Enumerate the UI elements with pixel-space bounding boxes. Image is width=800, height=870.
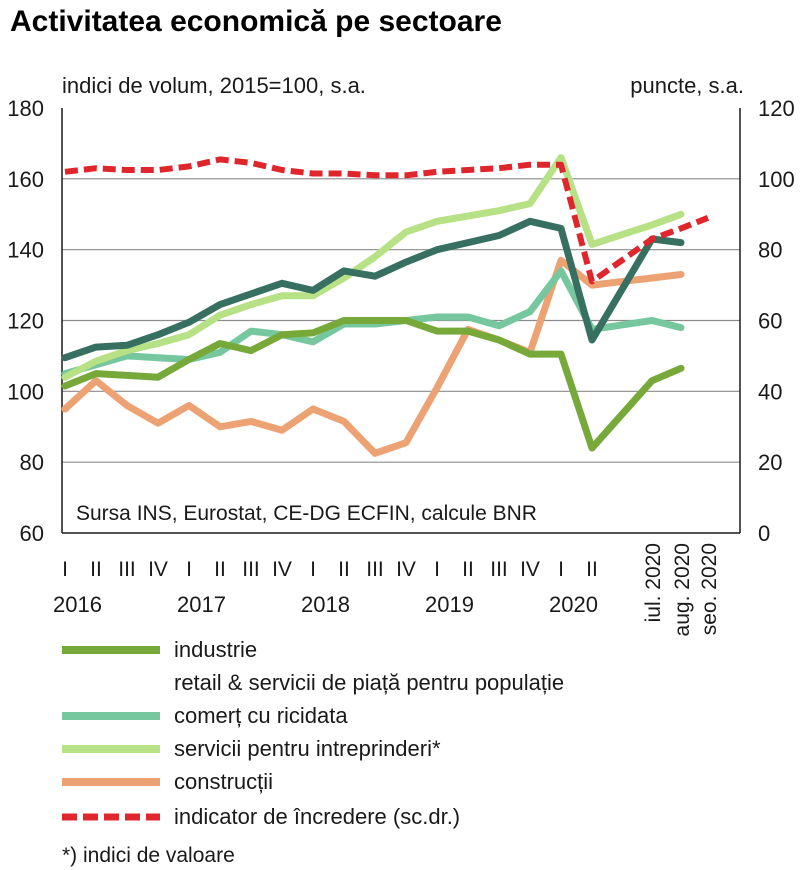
- x-quarter-label: IV: [396, 558, 416, 581]
- x-quarter-label: IV: [148, 558, 168, 581]
- footnote: *) indici de valoare: [62, 844, 235, 867]
- y-left-tick-label: 100: [7, 379, 44, 404]
- series-line: [61, 217, 685, 362]
- legend-label: retail & servicii de piață pentru popula…: [174, 670, 564, 695]
- x-quarter-label: IV: [272, 558, 292, 581]
- x-quarter-label: I: [434, 558, 440, 581]
- y-left-tick-label: 180: [7, 96, 44, 121]
- y-left-tick-label: 60: [20, 521, 44, 546]
- x-quarter-label: I: [186, 558, 192, 581]
- y-axis-left-ticks: 180 160 140 120 100 80 60: [7, 96, 44, 546]
- y-left-tick-label: 160: [7, 167, 44, 192]
- chart-title: Activitatea economică pe sectoare: [10, 5, 502, 38]
- x-year-label: 2020: [549, 592, 598, 617]
- y-right-tick-label: 60: [758, 309, 782, 334]
- series-line: [61, 154, 685, 381]
- x-year-label: 2019: [425, 592, 474, 617]
- y-right-tick-label: 20: [758, 450, 782, 475]
- legend-label: industrie: [174, 637, 257, 662]
- x-month-label: seo. 2020: [698, 543, 721, 635]
- y-left-tick-label: 120: [7, 309, 44, 334]
- x-quarter-label: II: [586, 558, 598, 581]
- x-quarter-label: II: [90, 558, 102, 581]
- left-axis-label: indici de volum, 2015=100, s.a.: [62, 73, 366, 98]
- series-line: [61, 317, 685, 452]
- y-left-tick-label: 140: [7, 238, 44, 263]
- legend-label: indicator de încredere (sc.dr.): [174, 804, 460, 829]
- legend: industrie retail & servicii de piață pent…: [62, 637, 564, 829]
- legend-label: comerț cu ricidata: [174, 703, 348, 728]
- legend-label: servicii pentru intreprinderi*: [174, 736, 441, 761]
- x-quarter-label: II: [214, 558, 226, 581]
- y-right-tick-label: 80: [758, 238, 782, 263]
- x-year-label: 2016: [53, 592, 102, 617]
- source-note: Sursa INS, Eurostat, CE-DG ECFIN, calcul…: [76, 502, 537, 525]
- series-line: [64, 156, 710, 285]
- y-right-tick-label: 100: [758, 167, 795, 192]
- x-month-label: aug. 2020: [671, 543, 694, 636]
- x-quarter-label: I: [310, 558, 316, 581]
- x-quarter-label: II: [462, 558, 474, 581]
- right-axis-label: puncte, s.a.: [630, 73, 744, 98]
- x-quarter-label: IV: [520, 558, 540, 581]
- x-quarter-label: III: [118, 558, 136, 581]
- y-right-tick-label: 40: [758, 379, 782, 404]
- x-quarter-label: II: [338, 558, 350, 581]
- x-year-label: 2017: [177, 592, 226, 617]
- x-quarter-label: I: [62, 558, 68, 581]
- y-right-tick-label: 120: [758, 96, 795, 121]
- y-left-tick-label: 80: [20, 450, 44, 475]
- x-month-label: iul. 2020: [642, 543, 665, 622]
- x-quarter-label: III: [242, 558, 260, 581]
- x-quarter-label: I: [558, 558, 564, 581]
- legend-label: construcții: [174, 769, 273, 794]
- x-year-label: 2018: [301, 592, 350, 617]
- y-right-tick-label: 0: [758, 521, 770, 546]
- x-quarter-label: III: [366, 558, 384, 581]
- x-quarter-label: III: [490, 558, 508, 581]
- y-axis-right-ticks: 120 100 80 60 40 20 0: [758, 96, 795, 546]
- series-lines: [61, 154, 710, 457]
